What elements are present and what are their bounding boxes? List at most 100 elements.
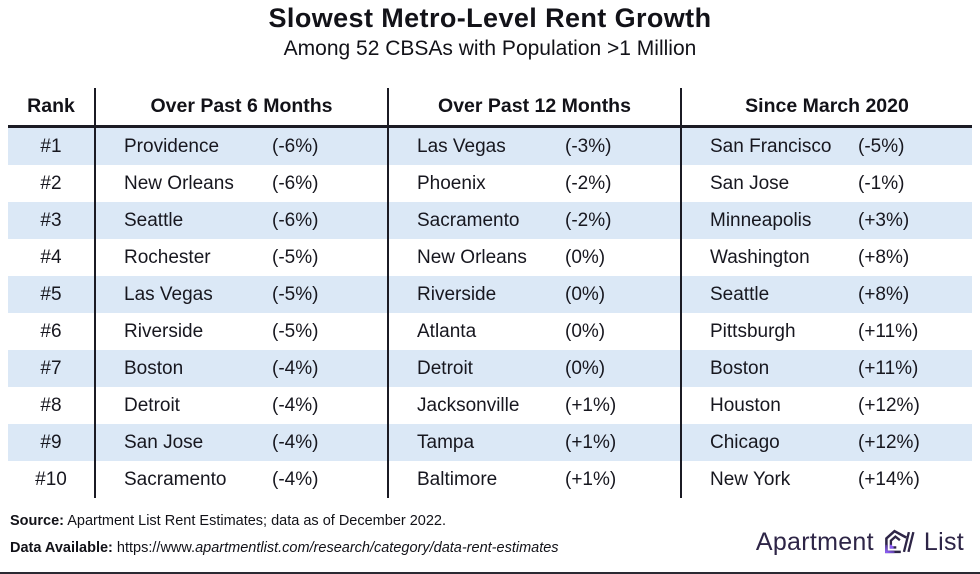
past-12-months-cell: Riverside (0%)	[387, 276, 680, 313]
past-6-months-cell: Las Vegas (-5%)	[94, 276, 387, 313]
source-label: Source:	[10, 513, 64, 529]
past-12-months-cell: Phoenix (-2%)	[387, 165, 680, 202]
pct-change: (-3%)	[565, 135, 612, 157]
rank-cell: #3	[40, 209, 62, 231]
pct-change: (0%)	[565, 320, 606, 342]
metro-name: San Francisco	[710, 135, 832, 157]
header-past-6-months: Over Past 6 Months	[94, 88, 387, 125]
pct-change: (0%)	[565, 357, 606, 379]
pct-change: (-4%)	[272, 468, 319, 490]
since-march-2020-cell: San Jose (-1%)	[680, 165, 972, 202]
past-6-months-cell: Providence (-6%)	[94, 128, 387, 165]
pct-change: (-4%)	[272, 357, 319, 379]
table-row: #2 New Orleans (-6%) Phoenix (-2%) San J…	[8, 165, 972, 202]
pct-change: (+1%)	[565, 394, 617, 416]
table-row: #4 Rochester (-5%) New Orleans (0%) Wash…	[8, 239, 972, 276]
since-march-2020-cell: Pittsburgh (+11%)	[680, 313, 972, 350]
table-body: #1 Providence (-6%) Las Vegas (-3%) San …	[8, 128, 972, 498]
logo-word-list: List	[923, 527, 964, 556]
metro-name: Tampa	[417, 431, 475, 453]
apartment-list-house-icon	[881, 525, 917, 559]
rank-cell: #6	[40, 320, 62, 342]
past-6-months-cell: Sacramento (-4%)	[94, 461, 387, 498]
metro-name: Providence	[124, 135, 220, 157]
table-row: #10 Sacramento (-4%) Baltimore (+1%) New…	[8, 461, 972, 498]
metro-name: Pittsburgh	[710, 320, 796, 342]
metro-name: Baltimore	[417, 468, 498, 490]
data-available-note: Data Available: https://www.apartmentlis…	[10, 540, 559, 556]
pct-change: (+1%)	[565, 468, 617, 490]
metro-name: Sacramento	[417, 209, 520, 231]
metro-name: Detroit	[417, 357, 473, 379]
metro-name: New York	[710, 468, 791, 490]
past-12-months-cell: Jacksonville (+1%)	[387, 387, 680, 424]
rent-growth-table: Rank Over Past 6 Months Over Past 12 Mon…	[8, 88, 972, 498]
past-12-months-cell: Sacramento (-2%)	[387, 202, 680, 239]
table-row: #5 Las Vegas (-5%) Riverside (0%) Seattl…	[8, 276, 972, 313]
page-title: Slowest Metro-Level Rent Growth	[268, 3, 712, 33]
source-note: Source: Apartment List Rent Estimates; d…	[10, 513, 446, 529]
rank-cell: #4	[40, 246, 62, 268]
since-march-2020-cell: Chicago (+12%)	[680, 424, 972, 461]
pct-change: (-5%)	[272, 320, 319, 342]
metro-name: Boston	[124, 357, 184, 379]
metro-name: Seattle	[710, 283, 770, 305]
past-12-months-cell: Baltimore (+1%)	[387, 461, 680, 498]
metro-name: Minneapolis	[710, 209, 812, 231]
data-url: apartmentlist.com/research/category/data…	[195, 540, 559, 556]
table-row: #6 Riverside (-5%) Atlanta (0%) Pittsbur…	[8, 313, 972, 350]
pct-change: (+12%)	[858, 431, 920, 453]
metro-name: Phoenix	[417, 172, 486, 194]
table-row: #1 Providence (-6%) Las Vegas (-3%) San …	[8, 128, 972, 165]
pct-change: (+3%)	[858, 209, 910, 231]
logo-word-apartment: Apartment	[755, 527, 874, 556]
metro-name: Las Vegas	[124, 283, 213, 305]
header-rank: Rank	[27, 95, 75, 117]
data-available-label: Data Available:	[10, 540, 113, 556]
metro-name: Boston	[710, 357, 770, 379]
since-march-2020-cell: Minneapolis (+3%)	[680, 202, 972, 239]
rank-cell: #7	[40, 357, 62, 379]
pct-change: (-6%)	[272, 172, 319, 194]
rank-cell: #1	[40, 135, 62, 157]
metro-name: Detroit	[124, 394, 180, 416]
pct-change: (+8%)	[858, 246, 910, 268]
pct-change: (-5%)	[858, 135, 905, 157]
pct-change: (-4%)	[272, 394, 319, 416]
metro-name: San Jose	[124, 431, 204, 453]
rank-cell: #10	[35, 468, 67, 490]
since-march-2020-cell: Houston (+12%)	[680, 387, 972, 424]
rank-cell: #5	[40, 283, 62, 305]
pct-change: (+14%)	[858, 468, 920, 490]
pct-change: (-5%)	[272, 283, 319, 305]
metro-name: Houston	[710, 394, 781, 416]
metro-name: New Orleans	[124, 172, 234, 194]
pct-change: (+8%)	[858, 283, 910, 305]
page-subtitle: Among 52 CBSAs with Population >1 Millio…	[283, 37, 697, 60]
metro-name: Washington	[710, 246, 810, 268]
rank-cell: #9	[40, 431, 62, 453]
metro-name: Jacksonville	[417, 394, 520, 416]
header-past-12-months: Over Past 12 Months	[387, 88, 680, 125]
metro-name: Chicago	[710, 431, 780, 453]
metro-name: Sacramento	[124, 468, 227, 490]
metro-name: New Orleans	[417, 246, 527, 268]
table-row: #8 Detroit (-4%) Jacksonville (+1%) Hous…	[8, 387, 972, 424]
pct-change: (+11%)	[858, 320, 919, 342]
past-6-months-cell: San Jose (-4%)	[94, 424, 387, 461]
metro-name: Riverside	[124, 320, 204, 342]
metro-name: Las Vegas	[417, 135, 506, 157]
past-6-months-cell: Seattle (-6%)	[94, 202, 387, 239]
table-row: #7 Boston (-4%) Detroit (0%) Boston (+11…	[8, 350, 972, 387]
since-march-2020-cell: Seattle (+8%)	[680, 276, 972, 313]
pct-change: (+11%)	[858, 357, 919, 379]
metro-name: Riverside	[417, 283, 497, 305]
rank-cell: #2	[40, 172, 62, 194]
metro-name: Atlanta	[417, 320, 477, 342]
since-march-2020-cell: Washington (+8%)	[680, 239, 972, 276]
past-12-months-cell: Tampa (+1%)	[387, 424, 680, 461]
data-url-prefix: https://www.	[112, 540, 196, 556]
metro-name: Seattle	[124, 209, 184, 231]
pct-change: (-2%)	[565, 172, 612, 194]
past-6-months-cell: Riverside (-5%)	[94, 313, 387, 350]
